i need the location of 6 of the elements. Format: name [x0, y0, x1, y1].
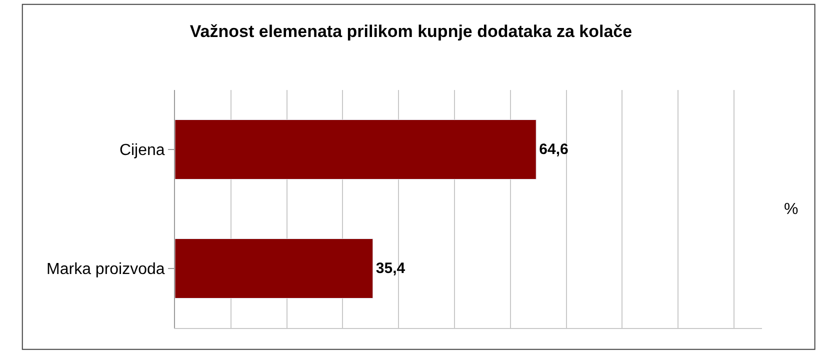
- data-label: 35,4: [376, 260, 406, 277]
- text: %: [784, 201, 798, 218]
- data-label: 64,6: [539, 141, 568, 158]
- y-tick-label: Cijena: [119, 142, 165, 160]
- y-tick-label: Marka proizvoda: [46, 261, 165, 278]
- chart-title: Važnost elemenata prilikom kupnje dodataka za kolače: [190, 22, 632, 41]
